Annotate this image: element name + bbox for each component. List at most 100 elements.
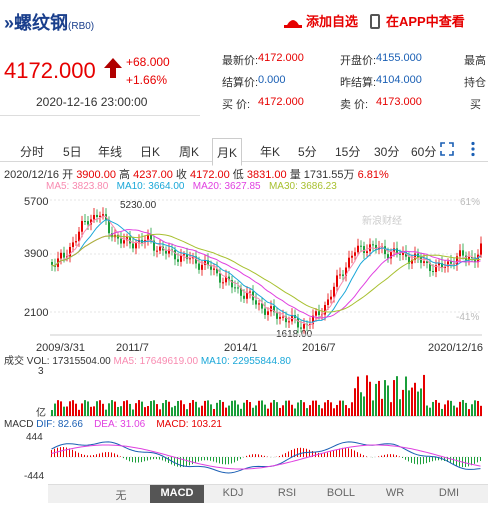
candle-body [420, 257, 422, 263]
open-label: 开 [62, 169, 74, 181]
candle-body [387, 254, 389, 259]
volume-bar [294, 408, 296, 416]
candle-body [426, 261, 428, 264]
tab-weekly-k[interactable]: 周K [179, 145, 200, 159]
tab-5day[interactable]: 5日 [63, 145, 82, 159]
last-price: 4172.000 [4, 58, 96, 83]
low-marker-label: 1618.00 [276, 329, 313, 340]
candle-body [81, 221, 83, 232]
indicator-tab-macd[interactable]: MACD [150, 485, 204, 503]
divider [0, 115, 200, 116]
candle-body [408, 256, 410, 264]
candle-body [402, 252, 404, 255]
add-favorite-button[interactable]: 添加自选 [284, 11, 358, 30]
volume-bar [111, 400, 113, 416]
volume-bar [99, 400, 101, 416]
macd-dif: DIF: 82.66 [36, 419, 83, 430]
candle-body [174, 250, 176, 260]
volume-bar [270, 402, 272, 416]
tab-15min[interactable]: 15分 [335, 145, 361, 159]
volume-bar [60, 401, 62, 416]
volume-bar [75, 403, 77, 416]
indicator-tab-none[interactable]: 无 [115, 490, 127, 502]
candle-body [318, 311, 320, 316]
tab-30min[interactable]: 30分 [374, 145, 400, 159]
tab-5min[interactable]: 5分 [298, 145, 317, 159]
volume-bar [432, 401, 434, 416]
page-title: »螺纹钢(RB0) [4, 9, 94, 35]
volume-bar [198, 407, 200, 416]
candle-body [360, 245, 362, 247]
volume-bar [477, 400, 479, 416]
candle-body [270, 306, 272, 312]
volume-bar [351, 402, 353, 416]
tab-yearly-k[interactable]: 年K [260, 145, 281, 159]
fullscreen-icon[interactable] [440, 142, 454, 156]
volume-bar [54, 403, 56, 416]
candle-body [51, 262, 53, 265]
volume-bar [393, 380, 395, 416]
candle-body [363, 246, 365, 254]
field-value: 4104.000 [376, 74, 422, 86]
candle-body [72, 242, 74, 247]
candle-body [177, 259, 179, 262]
indicator-tab-dmi[interactable]: DMI [438, 487, 460, 499]
indicator-tab-wr[interactable]: WR [385, 487, 405, 499]
candle-body [366, 251, 368, 254]
volume-bar [465, 402, 467, 416]
arrow-up-icon [104, 58, 122, 78]
candle-body [168, 249, 170, 254]
volume-bar [456, 407, 458, 416]
candle-body [57, 258, 59, 267]
candle-body [327, 299, 329, 306]
volume-bar [300, 400, 302, 416]
more-menu-icon[interactable] [470, 141, 476, 157]
macd-panel-label: MACD [4, 419, 34, 430]
field-label: 卖 价: [340, 99, 369, 111]
candle-body [204, 260, 206, 265]
indicator-tab-kdj[interactable]: KDJ [222, 487, 244, 499]
candle-body [438, 263, 440, 266]
price-axis-mid: 3900 [24, 248, 49, 260]
ma20-value: MA20: 3627.85 [192, 181, 261, 192]
volume-bar [288, 400, 290, 416]
volume-bar [249, 402, 251, 416]
volume-bar [384, 380, 386, 416]
indicator-tab-rsi[interactable]: RSI [277, 487, 297, 499]
indicator-tab-boll[interactable]: BOLL [326, 487, 356, 499]
ma5-value: MA5: 3823.80 [46, 181, 109, 192]
volume-bar [84, 400, 86, 416]
tab-intraday[interactable]: 分时 [20, 145, 45, 159]
volume-bar [273, 400, 275, 416]
volume-bar [225, 407, 227, 416]
tab-daily-k[interactable]: 日K [140, 145, 161, 159]
high-value: 4237.00 [133, 169, 173, 181]
volume-bar [414, 382, 416, 416]
volume-bar [66, 406, 68, 416]
candle-body [330, 296, 332, 300]
volume-bar [183, 404, 185, 416]
volume-bar [264, 404, 266, 416]
volume-bar [306, 408, 308, 416]
change-pct-value: 6.81% [357, 169, 389, 181]
candle-body [342, 274, 344, 276]
open-in-app-link[interactable]: 在APP中查看 [370, 11, 465, 30]
volume-bar [138, 400, 140, 416]
candle-body [303, 324, 305, 329]
tab-yearline[interactable]: 年线 [98, 145, 123, 159]
date-label: 2014/1 [224, 342, 258, 354]
candle-body [189, 258, 191, 260]
tab-monthly-k[interactable]: 月K [212, 138, 243, 166]
volume-bar [81, 403, 83, 416]
volume-bar [234, 400, 236, 416]
close-label: 收 [175, 169, 187, 181]
macd-dea: DEA: 31.06 [94, 419, 146, 430]
instrument-code: (RB0) [68, 21, 95, 32]
candle-body [339, 274, 341, 276]
volume-bar [366, 375, 368, 416]
candle-body [372, 244, 374, 246]
candle-body [84, 221, 86, 223]
tab-60min[interactable]: 60分 [411, 145, 437, 159]
macd-dea-line [51, 444, 481, 470]
volume-bar [462, 400, 464, 416]
